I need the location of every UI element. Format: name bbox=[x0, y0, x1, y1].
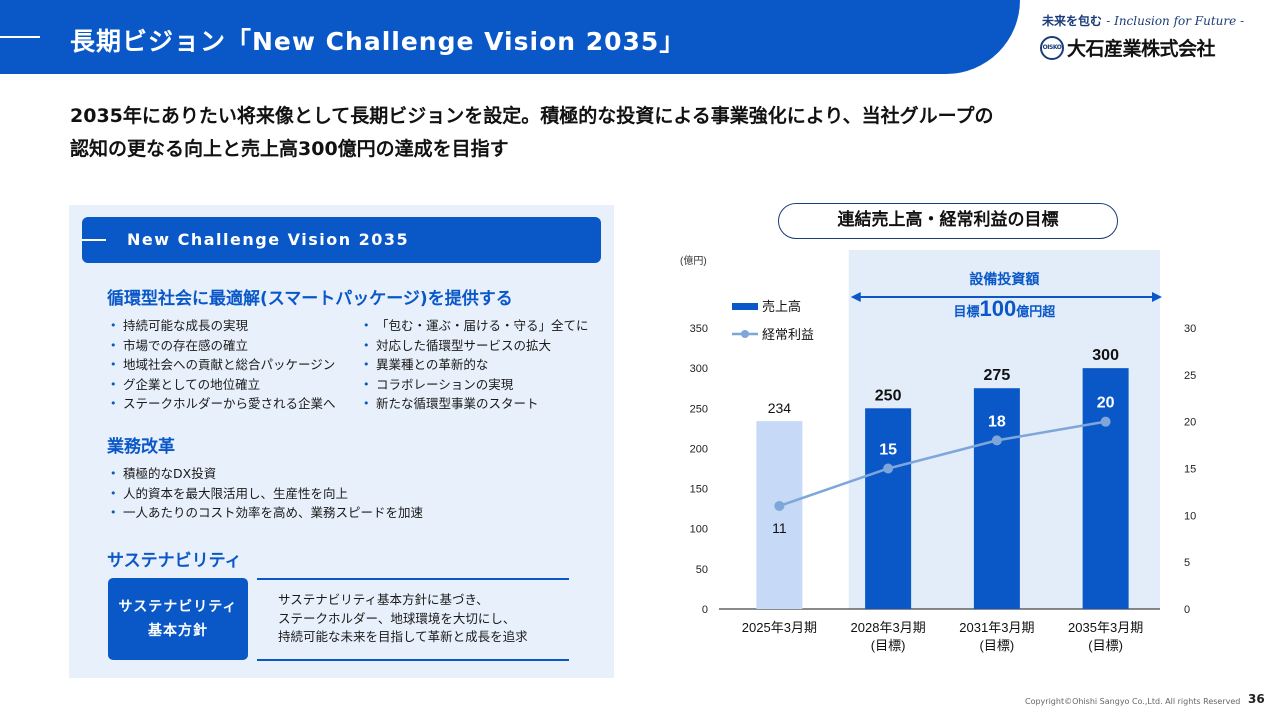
x-tick-label-sub: (目標) bbox=[871, 638, 906, 653]
list-item: 新たな循環型事業のスタート bbox=[363, 394, 589, 414]
lead-text: 2035年にありたい将来像として長期ビジョンを設定。積極的な投資による事業強化に… bbox=[70, 100, 1220, 166]
y-tick-left: 200 bbox=[690, 443, 708, 455]
sustainability-box-line-2: 基本方針 bbox=[148, 623, 208, 639]
capex-annotation-part: 100 bbox=[980, 296, 1017, 321]
y-tick-left: 250 bbox=[690, 403, 708, 415]
y-axis-unit-label: (億円) bbox=[680, 254, 707, 267]
slogan: 未来を包む - Inclusion for Future - bbox=[1042, 12, 1244, 29]
x-tick-label-sub: (目標) bbox=[1088, 638, 1123, 653]
page-title: 長期ビジョン「New Challenge Vision 2035」 bbox=[70, 27, 686, 56]
line-point bbox=[1100, 416, 1111, 427]
list-item: 積極的なDX投資 bbox=[110, 464, 423, 484]
bar-data-label: 250 bbox=[875, 387, 902, 404]
line-経常利益 bbox=[778, 420, 1106, 508]
sustainability-box-line-1: サステナビリティ bbox=[118, 599, 238, 615]
vision-banner: New Challenge Vision 2035 bbox=[82, 217, 601, 263]
x-tick-label: 2031年3月期 bbox=[959, 620, 1034, 635]
line-point bbox=[883, 463, 894, 474]
sustainability-policy-box: サステナビリティ 基本方針 bbox=[108, 578, 248, 660]
y-tick-left: 300 bbox=[690, 363, 708, 375]
y-tick-right: 10 bbox=[1184, 510, 1196, 522]
line-data-label: 20 bbox=[1097, 395, 1115, 412]
capex-annotation-value: 目標100億円超 bbox=[954, 296, 1057, 321]
bar-data-label: 234 bbox=[768, 400, 792, 416]
y-tick-left: 150 bbox=[690, 484, 708, 496]
bar-売上高 bbox=[1082, 368, 1129, 609]
list-item: 持続可能な成長の実現 bbox=[110, 316, 336, 336]
bar-data-label: 300 bbox=[1092, 347, 1119, 364]
slogan-jp: 未来を包む bbox=[1042, 14, 1103, 28]
y-tick-right: 0 bbox=[1184, 604, 1190, 616]
y-tick-right: 5 bbox=[1184, 557, 1190, 569]
y-tick-left: 0 bbox=[702, 604, 708, 616]
list-item: ステークホルダーから愛される企業へ bbox=[110, 394, 336, 414]
company-logo: OISKO 大石産業株式会社 bbox=[1040, 34, 1216, 61]
sustainability-text-line: 持続可能な未来を目指して革新と成長を追求 bbox=[278, 629, 528, 644]
lead-line-1: 2035年にありたい将来像として長期ビジョンを設定。積極的な投資による事業強化に… bbox=[70, 105, 994, 127]
reform-list: 積極的なDX投資 人的資本を最大限活用し、生産性を向上 一人あたりのコスト効率を… bbox=[110, 464, 423, 523]
copyright: Copyright©Ohishi Sangyo Co.,Ltd. All rig… bbox=[1025, 697, 1241, 706]
legend-label: 売上高 bbox=[762, 299, 801, 314]
list-item-continued: 対応した循環型サービスの拡大 bbox=[363, 336, 589, 356]
bar-data-label: 275 bbox=[984, 367, 1011, 384]
divider bbox=[257, 578, 569, 580]
legend-swatch-point bbox=[741, 330, 749, 338]
y-tick-left: 50 bbox=[696, 564, 708, 576]
chart-title: 連結売上高・経常利益の目標 bbox=[778, 203, 1118, 239]
arrow-left-icon bbox=[850, 292, 861, 302]
capex-annotation-part: 億円超 bbox=[1016, 304, 1056, 319]
y-tick-right: 15 bbox=[1184, 464, 1196, 476]
y-tick-right: 25 bbox=[1184, 370, 1196, 382]
capex-annotation-part: 目標 bbox=[954, 304, 980, 319]
lead-line-2: 認知の更なる向上と売上高300億円の達成を目指す bbox=[70, 138, 509, 160]
bar-売上高 bbox=[973, 388, 1020, 609]
x-tick-label: 2035年3月期 bbox=[1068, 620, 1143, 635]
line-point bbox=[774, 500, 785, 511]
y-tick-left: 350 bbox=[690, 323, 708, 335]
y-tick-right: 30 bbox=[1184, 323, 1196, 335]
x-tick-label: 2025年3月期 bbox=[742, 620, 817, 635]
company-mark-icon: OISKO bbox=[1040, 35, 1064, 60]
legend-swatch-bar bbox=[732, 303, 758, 310]
sustainability-text-line: サステナビリティ基本方針に基づき、 bbox=[278, 592, 489, 607]
list-item: 人的資本を最大限活用し、生産性を向上 bbox=[110, 484, 423, 504]
list-item: 異業種との革新的な bbox=[363, 355, 589, 375]
chart-canvas: (億円) 0 50 100 150 200 250 300 350 0 5 10 15 20 25 30 234… bbox=[680, 250, 1196, 653]
company-name: 大石産業株式会社 bbox=[1067, 38, 1216, 60]
page-number: 36 bbox=[1248, 692, 1265, 706]
section-title-sustainability: サステナビリティ bbox=[107, 551, 242, 571]
header-band: 長期ビジョン「New Challenge Vision 2035」 bbox=[0, 0, 1020, 74]
bar-売上高 bbox=[865, 408, 912, 609]
divider bbox=[257, 659, 569, 661]
capex-annotation-title: 設備投資額 bbox=[969, 271, 1039, 287]
arrow-right-icon bbox=[1152, 292, 1162, 302]
bar-売上高 bbox=[756, 421, 803, 609]
line-data-label: 18 bbox=[988, 413, 1006, 430]
sustainability-text: サステナビリティ基本方針に基づき、 ステークホルダー、地球環境を大切にし、 持続… bbox=[278, 591, 528, 647]
legend-label: 経常利益 bbox=[762, 327, 814, 342]
header-dash bbox=[0, 36, 40, 38]
slogan-en: - Inclusion for Future - bbox=[1106, 14, 1245, 28]
line-data-label: 15 bbox=[879, 442, 897, 459]
list-item: 一人あたりのコスト効率を高め、業務スピードを加速 bbox=[110, 503, 423, 523]
circular-list-left: 持続可能な成長の実現 市場での存在感の確立 地域社会への貢献と総合パッケージン … bbox=[110, 316, 336, 414]
x-tick-label-sub: (目標) bbox=[980, 638, 1015, 653]
section-title-reform: 業務改革 bbox=[107, 437, 175, 457]
list-item: 地域社会への貢献と総合パッケージン bbox=[110, 355, 336, 375]
circular-list-right: 「包む・運ぶ・届ける・守る」全てに 対応した循環型サービスの拡大 異業種との革新… bbox=[363, 316, 589, 414]
list-item: 「包む・運ぶ・届ける・守る」全てに bbox=[363, 316, 589, 336]
vision-banner-label: New Challenge Vision 2035 bbox=[127, 230, 410, 249]
sustainability-text-line: ステークホルダー、地球環境を大切にし、 bbox=[278, 610, 516, 626]
banner-dash bbox=[82, 239, 106, 241]
y-tick-right: 20 bbox=[1184, 417, 1196, 429]
line-point bbox=[991, 435, 1002, 446]
y-tick-left: 100 bbox=[690, 524, 708, 536]
x-tick-label: 2028年3月期 bbox=[851, 620, 926, 635]
line-data-label: 11 bbox=[772, 520, 787, 536]
list-item: 市場での存在感の確立 bbox=[110, 336, 336, 356]
list-item-continued: グ企業としての地位確立 bbox=[110, 375, 336, 395]
list-item-continued: コラボレーションの実現 bbox=[363, 375, 589, 395]
section-title-circular: 循環型社会に最適解(スマートパッケージ)を提供する bbox=[107, 289, 513, 309]
